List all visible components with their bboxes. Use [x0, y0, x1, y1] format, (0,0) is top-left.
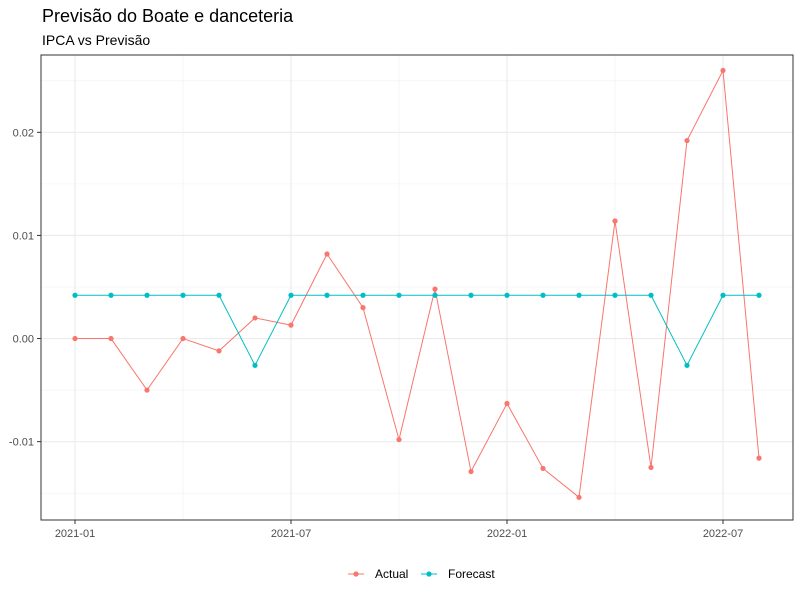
data-point-forecast: [756, 292, 762, 298]
data-point-forecast: [648, 292, 654, 298]
data-point-forecast: [432, 292, 438, 298]
legend-key-point: [353, 571, 359, 577]
data-point-actual: [72, 335, 78, 342]
legend: Actual Forecast: [348, 567, 495, 581]
data-point-actual: [756, 455, 762, 461]
y-tick-label: 0.02: [13, 127, 34, 139]
data-point-actual: [720, 67, 726, 74]
data-point-forecast: [720, 292, 726, 298]
data-point-forecast: [540, 292, 546, 298]
data-point-actual: [612, 218, 618, 224]
legend-label: Actual: [375, 567, 408, 581]
data-point-forecast: [108, 292, 114, 298]
x-tick-label: 2021-07: [271, 528, 311, 540]
chart-subtitle: IPCA vs Previsão: [42, 32, 151, 48]
x-tick-label: 2022-07: [703, 528, 743, 540]
data-point-forecast: [216, 292, 222, 298]
data-point-forecast: [576, 292, 582, 298]
data-point-forecast: [180, 292, 186, 298]
data-point-forecast: [612, 292, 618, 298]
data-point-actual: [252, 315, 258, 321]
data-point-actual: [360, 305, 366, 311]
data-point-actual: [396, 436, 402, 443]
data-point-forecast: [504, 292, 510, 298]
data-point-forecast: [72, 292, 78, 298]
data-point-forecast: [324, 292, 330, 298]
data-point-actual: [504, 400, 510, 407]
data-point-forecast: [468, 292, 474, 298]
data-point-forecast: [360, 292, 366, 298]
data-point-actual: [180, 335, 186, 342]
chart-title: Previsão do Boate e danceteria: [42, 6, 294, 26]
data-point-actual: [684, 137, 690, 144]
data-point-forecast: [288, 292, 294, 298]
data-point-actual: [432, 286, 438, 292]
data-point-actual: [216, 348, 222, 354]
data-point-forecast: [252, 362, 258, 368]
series-line-forecast: [75, 294, 759, 367]
plot-border: [40, 54, 794, 521]
x-axis: 2021-01 2021-07 2022-01 2022-07: [55, 520, 743, 540]
data-point-actual: [468, 468, 474, 475]
data-point-actual: [288, 322, 294, 328]
y-tick-label: -0.01: [9, 437, 34, 449]
data-point-actual: [648, 464, 654, 471]
plot-background: [41, 55, 793, 520]
data-point-forecast: [144, 292, 150, 298]
data-point-actual: [324, 251, 330, 257]
grid-major: [41, 55, 793, 520]
data-point-actual: [540, 465, 546, 472]
data-point-actual: [144, 387, 150, 393]
legend-key-point: [426, 571, 432, 577]
y-axis: -0.01 0.00 0.01 0.02: [9, 127, 41, 449]
data-point-actual: [108, 335, 114, 342]
data-point-forecast: [396, 292, 402, 298]
data-point-actual: [576, 494, 582, 500]
y-tick-label: 0.00: [13, 334, 34, 346]
data-point-forecast: [684, 362, 690, 368]
legend-label: Forecast: [448, 567, 495, 581]
x-tick-label: 2021-01: [55, 528, 95, 540]
x-tick-label: 2022-01: [487, 528, 527, 540]
y-tick-label: 0.01: [13, 230, 34, 242]
series-line-actual: [75, 68, 760, 499]
series-layer: [72, 67, 762, 500]
